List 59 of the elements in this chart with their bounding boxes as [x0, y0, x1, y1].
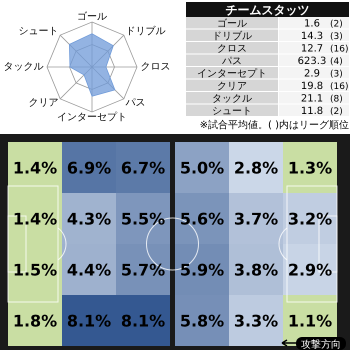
- data-label: (16): [330, 44, 348, 54]
- spoke-label: クリア: [28, 97, 58, 108]
- text: チームスタッツ: [226, 3, 310, 17]
- category-label: クロス: [217, 44, 247, 54]
- data-label: (8): [330, 94, 343, 104]
- data-label: 1.5%: [12, 260, 58, 280]
- data-label: 1.3%: [288, 158, 332, 178]
- spoke-label: クロス: [140, 62, 170, 73]
- data-label: 8.1%: [120, 312, 166, 330]
- text: ※試合平均値。( )内はリーグ順位: [200, 119, 349, 131]
- data-label: 2.8%: [234, 158, 278, 178]
- data-label: 3.3%: [234, 312, 278, 330]
- data-label: 1.6: [304, 18, 320, 30]
- spoke-label: タックル: [4, 62, 44, 73]
- data-label: 5.9%: [180, 260, 224, 280]
- annotation: 攻撃方向: [301, 338, 341, 350]
- data-label: 2.9: [304, 68, 320, 80]
- category-label: ゴール: [217, 18, 247, 30]
- data-label: 1.1%: [288, 312, 332, 330]
- data-label: (2): [330, 107, 343, 117]
- data-label: 5.0%: [180, 158, 224, 178]
- spoke-label: インターセプト: [57, 111, 127, 124]
- data-label: 4.3%: [66, 210, 112, 228]
- data-label: 3.8%: [234, 260, 278, 280]
- data-label: (2): [330, 20, 343, 30]
- data-label: 14.3: [300, 31, 324, 42]
- data-label: (4): [330, 57, 343, 67]
- data-label: (3): [330, 70, 343, 80]
- data-label: 623.3: [298, 56, 326, 67]
- spoke-label: パス: [124, 97, 146, 108]
- data-label: (3): [330, 32, 343, 42]
- data-label: 6.9%: [66, 158, 112, 178]
- category-label: クリア: [217, 81, 247, 92]
- category-label: インターセプト: [197, 68, 267, 80]
- data-label: 2.9%: [288, 260, 332, 280]
- data-label: 11.8: [300, 106, 324, 117]
- data-label: 5.5%: [120, 210, 166, 228]
- data-label: 1.8%: [12, 312, 58, 330]
- spoke-label: ドリブル: [126, 25, 166, 38]
- data-label: 1.4%: [12, 210, 58, 228]
- data-label: 6.7%: [120, 158, 166, 178]
- category-label: タックル: [212, 94, 252, 104]
- category-label: シュート: [212, 106, 252, 117]
- data-label: (16): [330, 82, 348, 92]
- data-label: 4.4%: [66, 260, 112, 280]
- spoke-label: ゴール: [77, 10, 107, 22]
- data-label: 5.6%: [180, 210, 224, 228]
- data-label: 12.7: [300, 44, 324, 54]
- data-label: 3.7%: [234, 210, 278, 228]
- spoke-label: シュート: [18, 26, 58, 38]
- data-label: 5.7%: [120, 260, 166, 280]
- data-label: 3.2%: [288, 210, 332, 228]
- data-label: 1.4%: [12, 158, 58, 178]
- data-label: 19.8: [300, 81, 324, 92]
- category-label: ドリブル: [212, 30, 252, 42]
- data-label: 5.8%: [180, 312, 224, 330]
- data-label: 21.1: [300, 94, 324, 104]
- category-label: パス: [221, 56, 242, 67]
- data-label: 8.1%: [66, 312, 112, 330]
